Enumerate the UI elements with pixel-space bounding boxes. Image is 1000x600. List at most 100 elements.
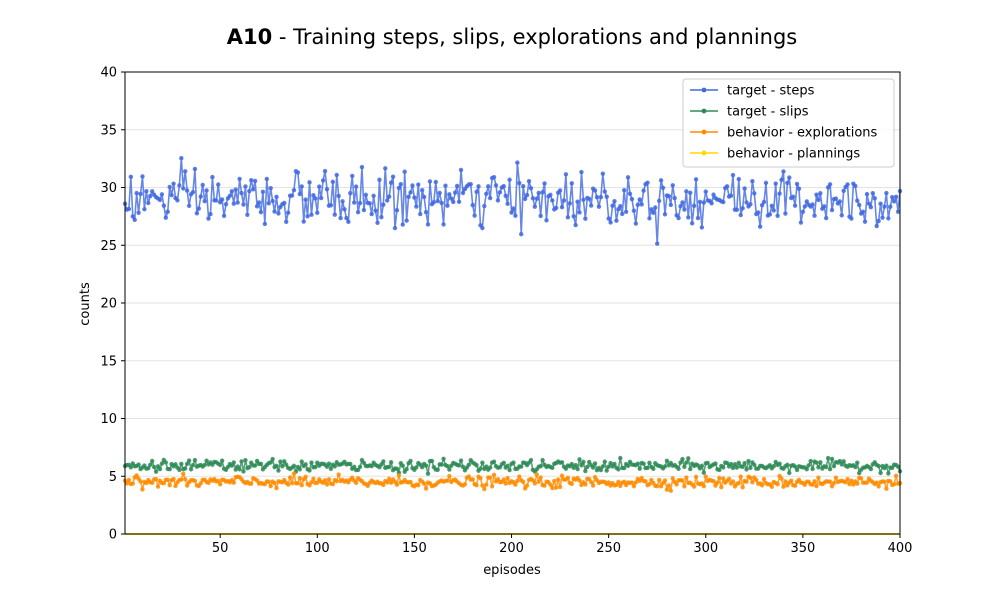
- series-0-point-236: [581, 197, 586, 203]
- series-1-point-172: [456, 463, 462, 468]
- series-2-point-240: [588, 479, 594, 485]
- series-1-point-50: [219, 458, 225, 463]
- series-0-point-24: [169, 192, 174, 198]
- series-2-point-181: [474, 482, 479, 488]
- legend-marker-0: [701, 87, 707, 93]
- series-2-point-87: [291, 471, 297, 476]
- series-0-point-233: [575, 199, 580, 204]
- series-0-point-182: [476, 184, 481, 189]
- series-0-point-333: [769, 203, 774, 209]
- series-0-point-75: [268, 185, 273, 191]
- series-0-point-388: [876, 218, 881, 224]
- series-2-point-135: [385, 480, 390, 485]
- series-2-point-167: [447, 473, 452, 479]
- series-0-point-20: [161, 203, 167, 208]
- series-0-point-120: [355, 210, 361, 215]
- series-2-point-89: [295, 481, 301, 486]
- series-0-point-273: [653, 205, 658, 210]
- series-1-point-167: [447, 467, 452, 472]
- series-0-point-252: [612, 198, 617, 204]
- series-2-point-294: [693, 474, 699, 480]
- series-1-point-76: [270, 456, 275, 462]
- series-0-point-324: [752, 191, 757, 196]
- series-1-point-13: [148, 462, 153, 467]
- series-1-point-250: [608, 460, 613, 466]
- series-0-point-376: [853, 183, 858, 189]
- x-tick-label-5: 300: [693, 541, 718, 556]
- series-0-point-237: [583, 216, 588, 221]
- series-2-point-65: [249, 481, 254, 486]
- series-1-point-235: [579, 463, 584, 468]
- series-2-point-22: [165, 477, 170, 482]
- series-2-point-234: [577, 478, 582, 483]
- series-0-point-248: [604, 194, 609, 199]
- series-1-point-264: [635, 461, 640, 466]
- series-2-point-225: [559, 473, 565, 478]
- series-1-point-370: [841, 459, 846, 464]
- series-2-point-373: [847, 482, 852, 487]
- series-2-point-74: [266, 479, 271, 484]
- series-2-point-179: [470, 477, 475, 482]
- series-2-point-293: [691, 484, 697, 489]
- series-2-point-97: [311, 476, 316, 482]
- y-tick-label-8: 40: [100, 66, 117, 81]
- series-2-point-289: [684, 475, 689, 480]
- series-0-point-277: [660, 185, 666, 190]
- series-0-point-297: [699, 225, 705, 230]
- series-0-point-44: [208, 211, 213, 217]
- series-0-point-11: [144, 189, 149, 194]
- series-0-point-148: [410, 183, 415, 188]
- series-1-point-82: [282, 459, 287, 464]
- series-0-point-347: [796, 186, 802, 191]
- series-0-point-83: [284, 219, 289, 225]
- series-0-point-118: [352, 200, 357, 205]
- series-2-point-77: [272, 480, 277, 486]
- series-1-point-378: [857, 470, 862, 476]
- series-0-point-12: [146, 200, 151, 206]
- y-tick-label-3: 15: [100, 354, 117, 369]
- series-2-point-308: [721, 476, 726, 481]
- series-2-point-261: [629, 480, 635, 485]
- series-1-point-361: [823, 464, 829, 470]
- series-2-point-228: [565, 475, 571, 480]
- series-2-point-263: [633, 480, 639, 485]
- series-0-point-256: [620, 211, 625, 217]
- series-2-point-391: [882, 479, 887, 484]
- series-2-point-276: [658, 484, 664, 489]
- series-1-point-289: [684, 460, 689, 465]
- series-2-point-137: [388, 480, 394, 485]
- series-1-point-306: [717, 467, 722, 473]
- series-1-point-183: [478, 466, 483, 471]
- series-1-point-87: [291, 463, 297, 469]
- series-1-point-320: [744, 467, 749, 472]
- series-1-point-173: [458, 458, 464, 463]
- series-1-point-291: [688, 466, 693, 472]
- series-0-point-141: [396, 185, 402, 191]
- series-0-point-36: [192, 166, 198, 172]
- series-0-point-226: [561, 198, 567, 203]
- series-2-point-396: [891, 482, 897, 487]
- series-0-point-346: [794, 181, 800, 187]
- series-2-point-84: [285, 482, 291, 487]
- series-2-point-203: [517, 474, 522, 479]
- series-0-point-351: [804, 199, 809, 204]
- series-0-point-190: [491, 175, 497, 180]
- series-1-point-190: [491, 459, 497, 464]
- series-0-point-14: [149, 189, 155, 194]
- series-2-point-16: [153, 476, 159, 482]
- series-0-point-35: [190, 189, 196, 195]
- series-1-point-70: [258, 461, 264, 467]
- series-1-point-356: [814, 460, 819, 465]
- chart-title-bold: A10: [227, 25, 272, 49]
- series-0-point-250: [608, 220, 613, 225]
- series-0-point-31: [183, 169, 188, 174]
- series-1-point-195: [501, 460, 506, 465]
- series-0-point-50: [219, 197, 225, 202]
- series-0-point-109: [334, 172, 339, 178]
- series-1-point-55: [229, 463, 235, 468]
- series-0-point-10: [142, 207, 147, 212]
- series-2-point-177: [466, 474, 471, 479]
- series-0-point-266: [639, 202, 644, 207]
- series-0-point-329: [761, 199, 767, 205]
- series-0-point-130: [375, 220, 380, 225]
